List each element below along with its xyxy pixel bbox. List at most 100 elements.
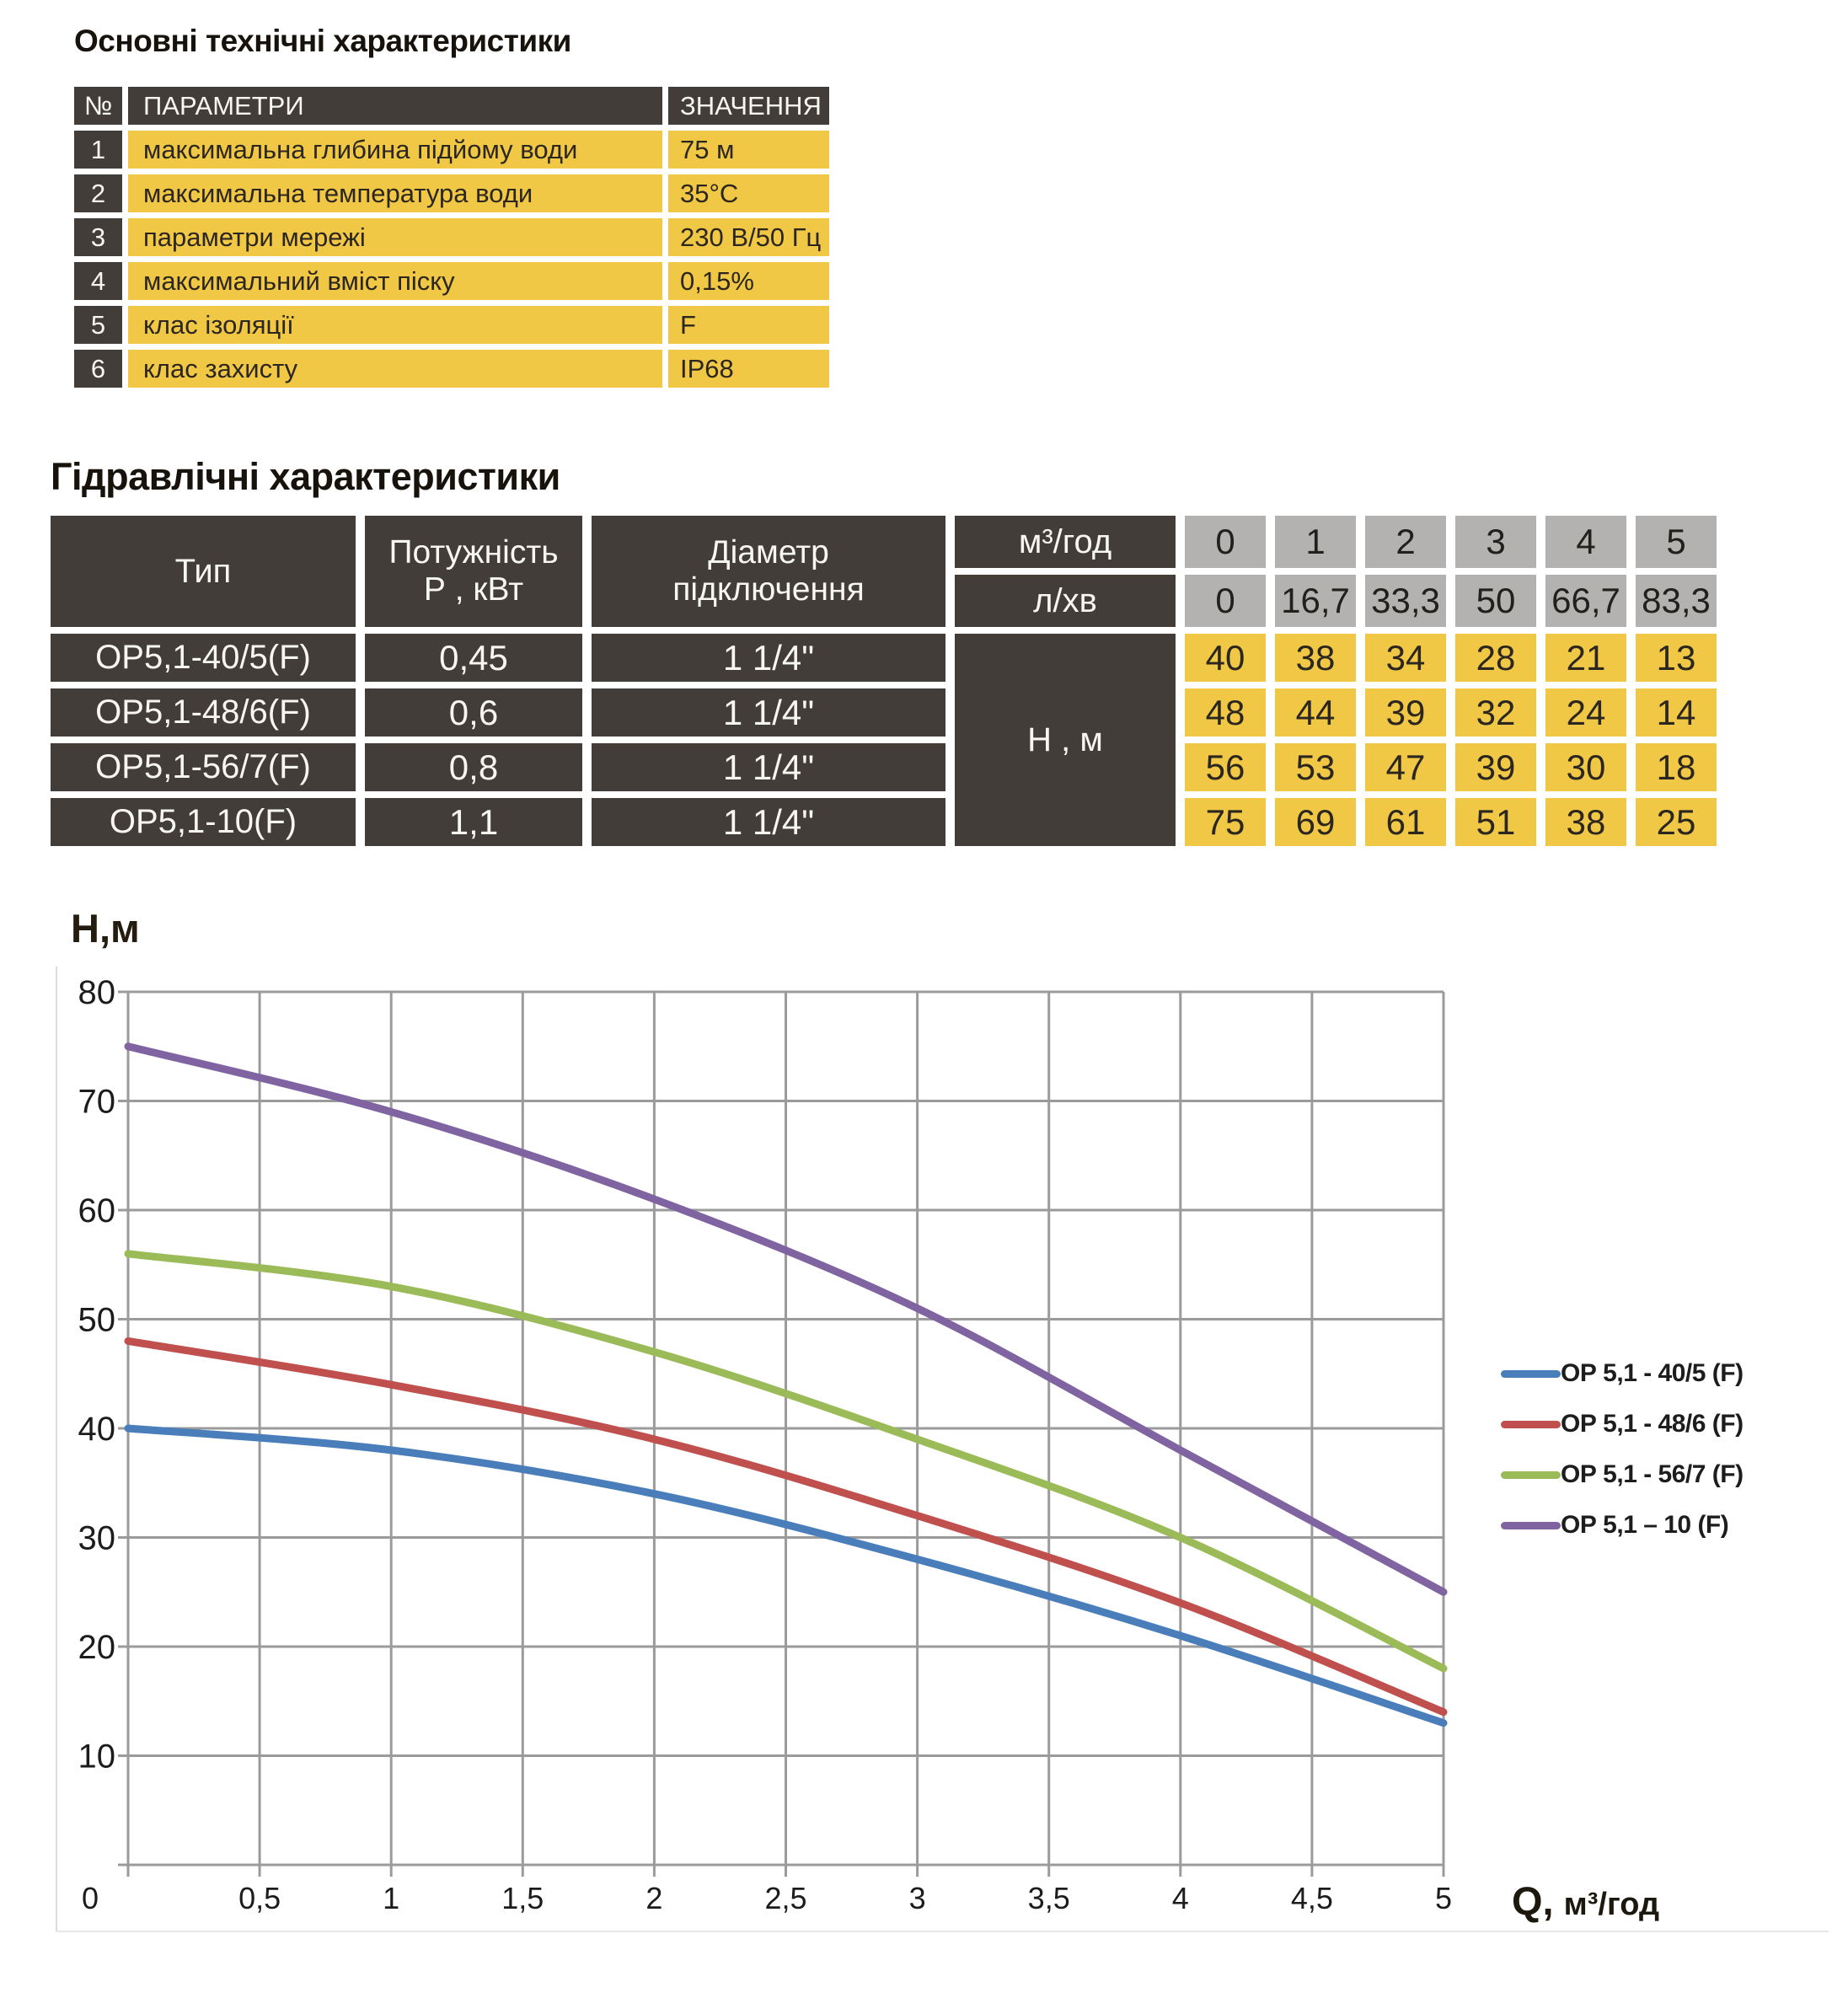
hydr-header-flow-l: л/хв [955,575,1176,627]
y-tick-label-50: 50 [78,1302,116,1339]
spec-row-6-param: клас захисту [128,350,662,388]
specs-header-param: ПАРАМЕТРИ [128,87,662,125]
x-tick-label-5: 5 [1435,1881,1452,1915]
legend-row-3: ОР 5,1 - 56/7 (F) [1501,1449,1744,1500]
legend-swatch-4 [1501,1521,1561,1529]
spec-row-2-param: максимальна температура води [128,174,662,212]
y-tick-label-30: 30 [78,1520,116,1557]
legend-label-4: ОР 5,1 – 10 (F) [1561,1511,1729,1539]
legend-label-2: ОР 5,1 - 48/6 (F) [1561,1410,1744,1438]
hydr-row-4-head-4: 38 [1545,798,1626,846]
hydr-row-1-head-0: 40 [1185,634,1266,682]
pump-curves-chart: Н,м 80 70 60 50 40 30 20 10 0 0,5 1 1,5 2 2,5 3 3,5 4 4,5… [0,893,1848,1998]
legend-label-1: ОР 5,1 - 40/5 (F) [1561,1359,1744,1387]
hydr-row-3-head-5: 18 [1636,743,1717,791]
hydr-row-4-head-5: 25 [1636,798,1717,846]
spec-row-5-param: клас ізоляції [128,306,662,344]
x-tick-label-4: 4 [1172,1881,1189,1915]
legend-swatch-1 [1501,1369,1561,1378]
hydr-flow-m3-1: 1 [1275,516,1356,568]
spec-row-1-num: 1 [74,131,122,169]
hydr-flow-l-83,3: 83,3 [1636,575,1717,627]
specs-title: Основні технічні характеристики [74,24,571,58]
legend-row-4: ОР 5,1 – 10 (F) [1501,1500,1744,1551]
hydr-row-3-head-2: 47 [1365,743,1446,791]
hydr-row-2-type: ОР5,1-48/6(F) [51,688,356,737]
spec-row-3-param: параметри мережі [128,218,662,256]
curve-series-2 [124,1336,1448,1717]
hydr-flow-m3-2: 2 [1365,516,1446,568]
hydr-row-1-head-3: 28 [1455,634,1536,682]
y-tick-label-10: 10 [78,1738,116,1776]
specs-header-value: ЗНАЧЕННЯ [668,87,829,125]
x-tick-label-2: 2 [645,1881,662,1915]
hydr-row-1-head-4: 21 [1545,634,1626,682]
hydr-row-2-head-4: 24 [1545,688,1626,737]
legend-row-2: ОР 5,1 - 48/6 (F) [1501,1399,1744,1449]
hydr-header-power: Потужність Р , кВт [365,516,582,627]
specs-header-num: № [74,87,122,125]
hydr-row-2-head-0: 48 [1185,688,1266,737]
x-tick-label-1,5: 1,5 [501,1881,544,1915]
legend-row-1: ОР 5,1 - 40/5 (F) [1501,1348,1744,1399]
hydr-flow-l-16,7: 16,7 [1275,575,1356,627]
legend-label-3: ОР 5,1 - 56/7 (F) [1561,1460,1744,1488]
hydr-flow-l-66,7: 66,7 [1545,575,1626,627]
hydr-header-diameter-line2: підключення [672,571,865,608]
hydr-row-4-head-1: 69 [1275,798,1356,846]
spec-row-2-num: 2 [74,174,122,212]
hydr-row-1-head-2: 34 [1365,634,1446,682]
spec-row-6-value: IP68 [668,350,829,388]
hydr-row-1-power: 0,45 [365,634,582,682]
hydr-flow-l-0: 0 [1185,575,1266,627]
x-tick-label-4,5: 4,5 [1291,1881,1333,1915]
chart-legend: ОР 5,1 - 40/5 (F) ОР 5,1 - 48/6 (F) ОР 5,1… [1501,1348,1744,1551]
hydr-row-2-head-3: 32 [1455,688,1536,737]
spec-row-4-param: максимальний вміст піску [128,262,662,300]
hydraulics-table: Тип Потужність Р , кВт Діаметр підключен… [51,516,1717,846]
legend-swatch-3 [1501,1470,1561,1479]
x-tick-label-1: 1 [383,1881,399,1915]
y-tick-label-40: 40 [78,1411,116,1448]
hydr-row-3-power: 0,8 [365,743,582,791]
hydr-row-2-diameter: 1 1/4" [592,688,945,737]
hydr-header-type: Тип [51,516,356,627]
hydr-row-2-head-1: 44 [1275,688,1356,737]
hydr-row-2-head-5: 14 [1636,688,1717,737]
x-tick-label-2,5: 2,5 [764,1881,806,1915]
hydr-flow-m3-4: 4 [1545,516,1626,568]
spec-row-6-num: 6 [74,350,122,388]
hydr-header-diameter-line1: Діаметр [708,534,829,571]
chart-x-axis-label: Q, м³/год [1512,1877,1659,1924]
spec-row-3-num: 3 [74,218,122,256]
x-tick-label-0: 0 [82,1881,99,1915]
hydr-row-4-power: 1,1 [365,798,582,846]
hydr-row-3-head-0: 56 [1185,743,1266,791]
spec-row-2-value: 35°С [668,174,829,212]
hydr-row-4-diameter: 1 1/4" [592,798,945,846]
hydr-header-diameter: Діаметр підключення [592,516,945,627]
hydr-flow-m3-5: 5 [1636,516,1717,568]
hydraulics-title: Гідравлічні характеристики [51,455,560,498]
hydr-row-4-type: ОР5,1-10(F) [51,798,356,846]
hydr-flow-l-33,3: 33,3 [1365,575,1446,627]
chart-y-axis-label: Н,м [71,906,140,951]
hydr-row-4-head-2: 61 [1365,798,1446,846]
spec-row-4-value: 0,15% [668,262,829,300]
hydr-row-4-head-0: 75 [1185,798,1266,846]
spec-row-1-param: максимальна глибина підйому води [128,131,662,169]
x-tick-label-3: 3 [909,1881,926,1915]
hydr-row-1-head-1: 38 [1275,634,1356,682]
spec-row-5-value: F [668,306,829,344]
spec-row-5-num: 5 [74,306,122,344]
hydr-flow-m3-0: 0 [1185,516,1266,568]
chart-x-axis-label-q: Q, [1512,1878,1554,1923]
curve-series-3 [124,1250,1448,1673]
x-tick-label-0,5: 0,5 [238,1881,281,1915]
y-tick-label-70: 70 [78,1084,116,1121]
hydr-row-2-head-2: 39 [1365,688,1446,737]
hydr-row-3-type: ОР5,1-56/7(F) [51,743,356,791]
hydr-flow-m3-3: 3 [1455,516,1536,568]
curve-series-4 [124,1042,1448,1596]
hydr-row-3-head-4: 30 [1545,743,1626,791]
